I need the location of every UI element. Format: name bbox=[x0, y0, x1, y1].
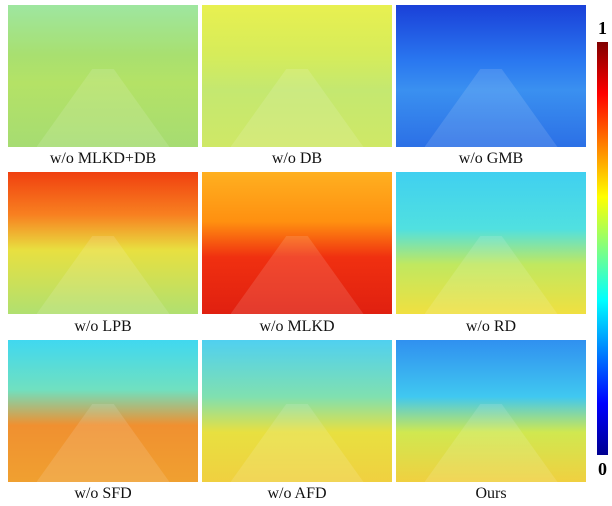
heatmap-image bbox=[202, 5, 392, 147]
caption: w/o AFD bbox=[202, 485, 392, 503]
caption: w/o MLKD bbox=[202, 318, 392, 336]
heatmap-image bbox=[8, 340, 198, 482]
caption: w/o RD bbox=[396, 318, 586, 336]
heatmap-image bbox=[8, 172, 198, 314]
heatmap-image bbox=[396, 340, 586, 482]
caption: w/o LPB bbox=[8, 318, 198, 336]
caption: w/o MLKD+DB bbox=[8, 150, 198, 168]
figure: w/o MLKD+DB w/o DB w/o GMB w/o LPB w/o M… bbox=[0, 0, 612, 506]
caption: w/o DB bbox=[202, 150, 392, 168]
heatmap-image bbox=[396, 172, 586, 314]
caption: Ours bbox=[396, 485, 586, 503]
heatmap-image bbox=[202, 172, 392, 314]
caption: w/o GMB bbox=[396, 150, 586, 168]
colorbar-max-label: 1 bbox=[598, 18, 607, 39]
heatmap-image bbox=[202, 340, 392, 482]
colorbar-min-label: 0 bbox=[598, 459, 607, 480]
caption: w/o SFD bbox=[8, 485, 198, 503]
colorbar bbox=[597, 42, 608, 455]
heatmap-image bbox=[396, 5, 586, 147]
heatmap-image bbox=[8, 5, 198, 147]
